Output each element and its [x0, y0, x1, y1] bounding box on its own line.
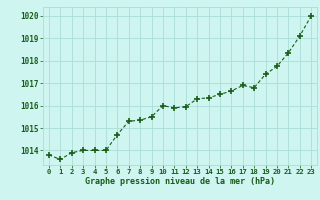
X-axis label: Graphe pression niveau de la mer (hPa): Graphe pression niveau de la mer (hPa) — [85, 177, 275, 186]
